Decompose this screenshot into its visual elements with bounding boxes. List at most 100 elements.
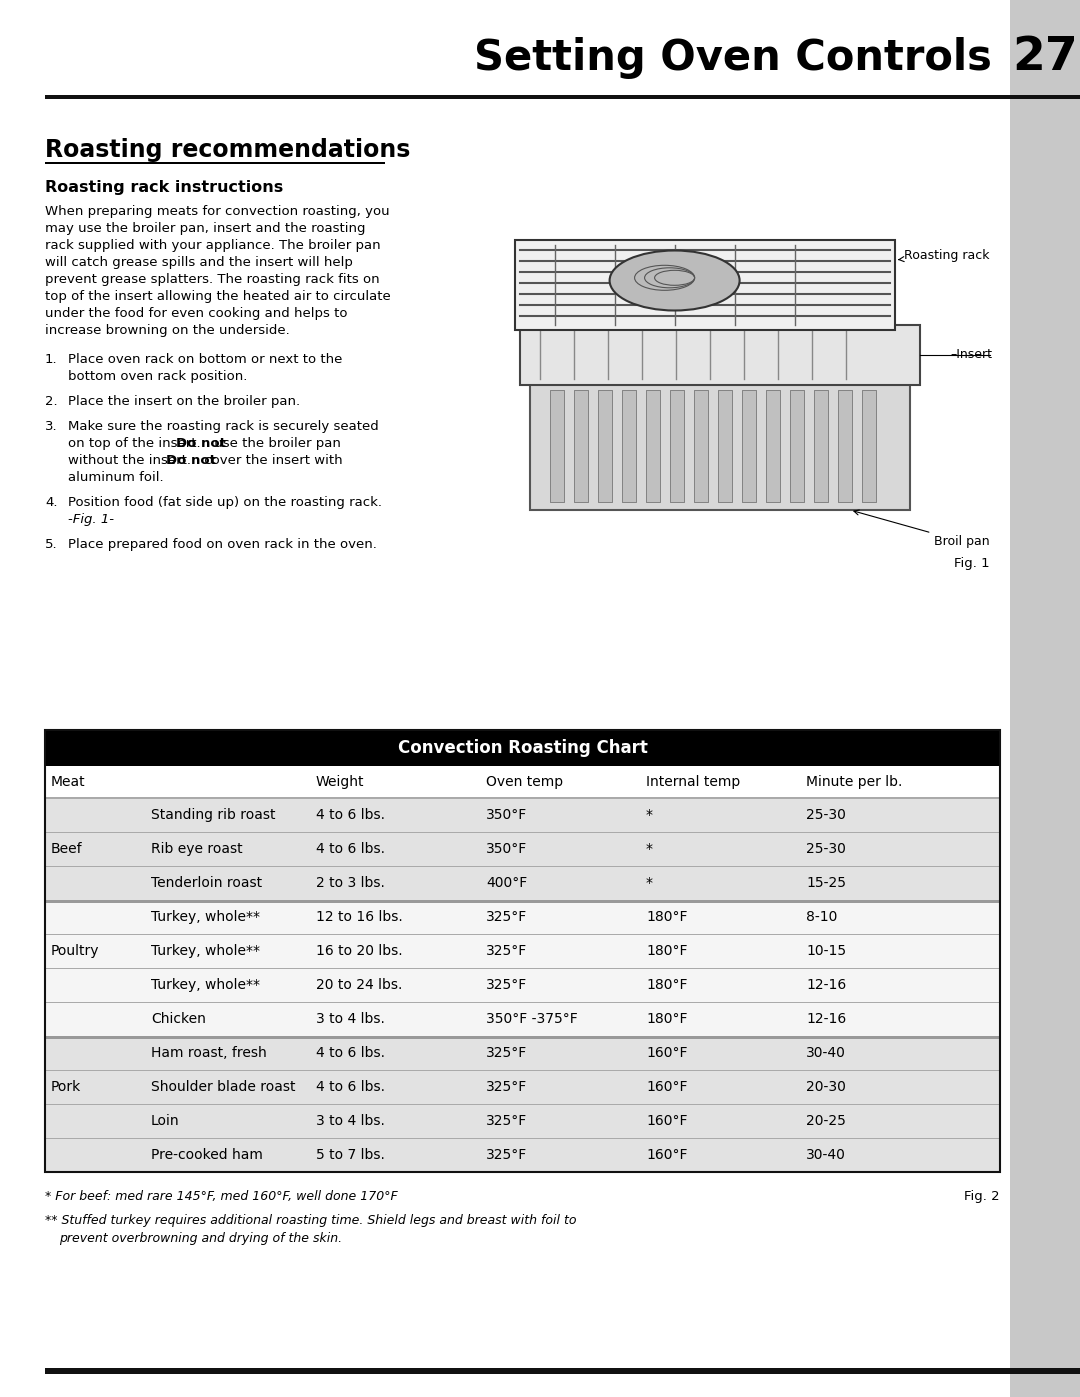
Bar <box>766 390 780 502</box>
Text: Fig. 1: Fig. 1 <box>955 557 990 570</box>
Text: 20-30: 20-30 <box>806 1080 846 1094</box>
Text: Turkey, whole**: Turkey, whole** <box>151 978 260 992</box>
Text: 5 to 7 lbs.: 5 to 7 lbs. <box>316 1148 384 1162</box>
Text: 4 to 6 lbs.: 4 to 6 lbs. <box>316 1080 384 1094</box>
Text: 5.: 5. <box>45 538 57 550</box>
Bar <box>45 731 1000 1172</box>
Text: 180°F: 180°F <box>646 978 688 992</box>
Bar <box>530 380 910 510</box>
Text: Oven temp: Oven temp <box>486 775 563 789</box>
Bar <box>45 1368 1080 1373</box>
Bar <box>862 390 876 502</box>
Bar <box>622 390 636 502</box>
Text: 160°F: 160°F <box>646 1046 688 1060</box>
Text: 350°F: 350°F <box>486 807 527 821</box>
Text: on top of the insert.: on top of the insert. <box>68 437 201 450</box>
Text: under the food for even cooking and helps to: under the food for even cooking and help… <box>45 307 348 320</box>
Text: 2 to 3 lbs.: 2 to 3 lbs. <box>316 876 384 890</box>
Text: may use the broiler pan, insert and the roasting: may use the broiler pan, insert and the … <box>45 222 365 235</box>
Text: Chicken: Chicken <box>151 1011 206 1025</box>
Bar <box>45 95 1010 99</box>
Text: 160°F: 160°F <box>646 1148 688 1162</box>
Bar <box>45 766 1000 798</box>
Text: Internal temp: Internal temp <box>646 775 740 789</box>
Text: 325°F: 325°F <box>486 1080 527 1094</box>
Bar <box>814 390 828 502</box>
Text: 400°F: 400°F <box>486 876 527 890</box>
Text: -Fig. 1-: -Fig. 1- <box>68 513 114 527</box>
Text: Tenderloin roast: Tenderloin roast <box>151 876 262 890</box>
Bar <box>45 1104 1000 1139</box>
Text: Loin: Loin <box>151 1113 179 1127</box>
Text: Fig. 2: Fig. 2 <box>964 1190 1000 1203</box>
Text: 3 to 4 lbs.: 3 to 4 lbs. <box>316 1011 384 1025</box>
Text: 2.: 2. <box>45 395 57 408</box>
Text: cover the insert with: cover the insert with <box>200 454 342 467</box>
Text: rack supplied with your appliance. The broiler pan: rack supplied with your appliance. The b… <box>45 239 380 251</box>
Text: 12-16: 12-16 <box>806 1011 847 1025</box>
Text: Turkey, whole**: Turkey, whole** <box>151 944 260 958</box>
Text: 20 to 24 lbs.: 20 to 24 lbs. <box>316 978 403 992</box>
Bar <box>1010 0 1080 1397</box>
Bar <box>515 240 895 330</box>
Text: 3.: 3. <box>45 420 57 433</box>
Text: *: * <box>646 842 653 856</box>
Text: will catch grease spills and the insert will help: will catch grease spills and the insert … <box>45 256 353 270</box>
Text: Turkey, whole**: Turkey, whole** <box>151 909 260 923</box>
Text: Weight: Weight <box>316 775 365 789</box>
Text: Meat: Meat <box>51 775 85 789</box>
Text: use the broiler pan: use the broiler pan <box>211 437 341 450</box>
Text: Make sure the roasting rack is securely seated: Make sure the roasting rack is securely … <box>68 420 379 433</box>
Text: Beef: Beef <box>51 842 83 856</box>
Text: Broil pan: Broil pan <box>854 510 990 548</box>
Ellipse shape <box>609 250 740 310</box>
Text: Rib eye roast: Rib eye roast <box>151 842 243 856</box>
Bar <box>694 390 708 502</box>
Text: top of the insert allowing the heated air to circulate: top of the insert allowing the heated ai… <box>45 291 391 303</box>
Text: 4 to 6 lbs.: 4 to 6 lbs. <box>316 1046 384 1060</box>
Text: aluminum foil.: aluminum foil. <box>68 471 164 483</box>
Bar <box>789 390 804 502</box>
Bar <box>45 935 1000 968</box>
Bar <box>45 968 1000 1002</box>
Bar <box>45 796 1000 799</box>
Text: without the insert.: without the insert. <box>68 454 191 467</box>
Text: Do not: Do not <box>176 437 226 450</box>
Bar <box>598 390 612 502</box>
Text: 27: 27 <box>1012 35 1078 81</box>
Text: 1.: 1. <box>45 353 57 366</box>
Text: Shoulder blade roast: Shoulder blade roast <box>151 1080 296 1094</box>
Text: Place prepared food on oven rack in the oven.: Place prepared food on oven rack in the … <box>68 538 377 550</box>
Text: 8-10: 8-10 <box>806 909 837 923</box>
Text: When preparing meats for convection roasting, you: When preparing meats for convection roas… <box>45 205 390 218</box>
Bar <box>838 390 852 502</box>
Text: Do not: Do not <box>166 454 216 467</box>
Bar <box>45 1139 1000 1172</box>
Bar <box>45 1070 1000 1104</box>
Bar <box>45 900 1000 935</box>
Text: 325°F: 325°F <box>486 909 527 923</box>
Text: Ham roast, fresh: Ham roast, fresh <box>151 1046 267 1060</box>
Text: increase browning on the underside.: increase browning on the underside. <box>45 324 289 337</box>
Text: Pork: Pork <box>51 1080 81 1094</box>
Text: –Insert: –Insert <box>950 348 993 362</box>
Bar <box>45 798 1000 833</box>
Text: 180°F: 180°F <box>646 1011 688 1025</box>
Bar <box>670 390 684 502</box>
Text: Standing rib roast: Standing rib roast <box>151 807 275 821</box>
Text: 325°F: 325°F <box>486 1046 527 1060</box>
Bar <box>1010 95 1080 99</box>
Text: 350°F: 350°F <box>486 842 527 856</box>
Text: ** Stuffed turkey requires additional roasting time. Shield legs and breast with: ** Stuffed turkey requires additional ro… <box>45 1214 577 1227</box>
Text: prevent grease splatters. The roasting rack fits on: prevent grease splatters. The roasting r… <box>45 272 380 286</box>
Text: Roasting rack: Roasting rack <box>899 249 990 261</box>
Text: 12-16: 12-16 <box>806 978 847 992</box>
Text: Place the insert on the broiler pan.: Place the insert on the broiler pan. <box>68 395 300 408</box>
Bar <box>45 866 1000 900</box>
Text: 325°F: 325°F <box>486 1113 527 1127</box>
Text: *: * <box>646 876 653 890</box>
Text: 4 to 6 lbs.: 4 to 6 lbs. <box>316 807 384 821</box>
Text: Setting Oven Controls: Setting Oven Controls <box>474 36 993 80</box>
Text: 30-40: 30-40 <box>806 1046 846 1060</box>
Bar <box>573 390 588 502</box>
